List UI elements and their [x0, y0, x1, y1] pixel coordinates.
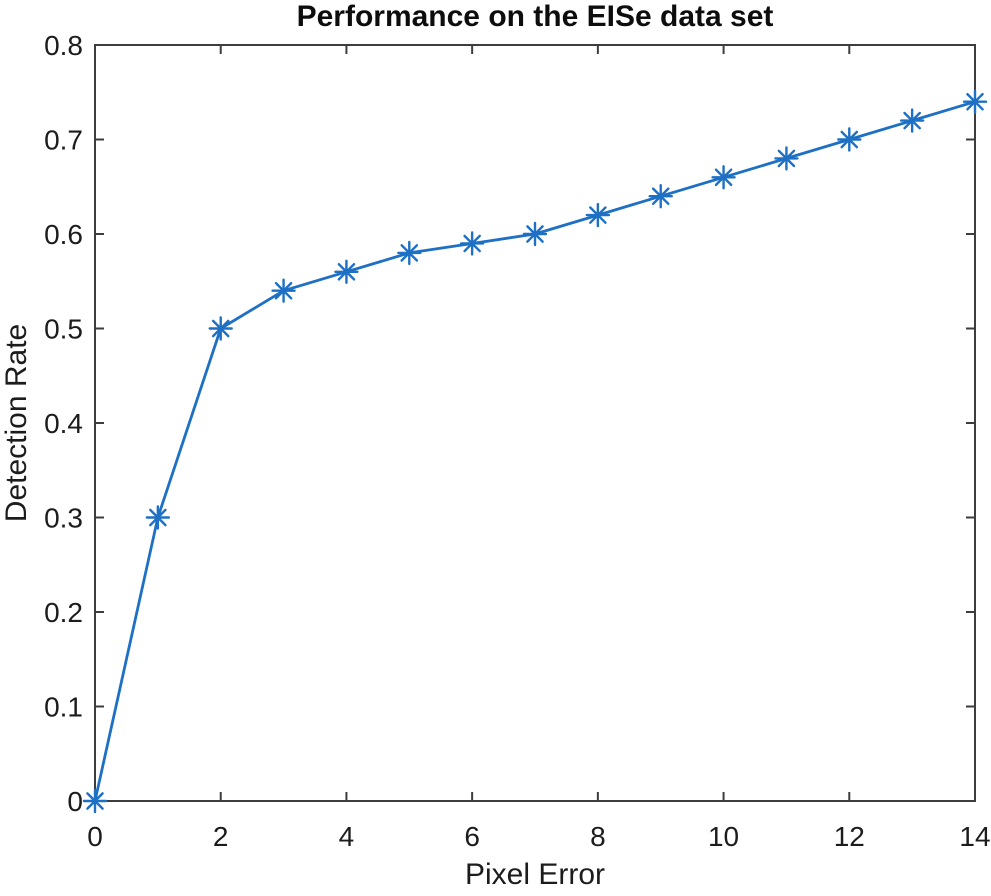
data-line — [93, 100, 976, 802]
marker-ray — [337, 263, 356, 281]
marker-ray — [526, 225, 544, 243]
data-point-marker — [837, 127, 862, 152]
marker-ray — [274, 281, 293, 300]
y-tick-label: 0.1 — [44, 692, 83, 723]
marker-ray — [400, 244, 419, 262]
marker-ray — [840, 130, 859, 149]
data-point-marker — [585, 202, 611, 228]
marker-ray — [211, 319, 230, 338]
data-point-marker — [271, 278, 296, 303]
y-tick-label: 0.7 — [44, 125, 83, 156]
x-tick-label: 4 — [339, 821, 355, 852]
x-tick-label: 12 — [834, 821, 865, 852]
data-point-marker — [334, 259, 359, 284]
chart-title: Performance on the EISe data set — [296, 0, 774, 33]
data-point-marker — [459, 231, 485, 256]
x-tick-label: 6 — [464, 821, 480, 852]
data-point-marker — [522, 221, 548, 247]
marker-ray — [589, 206, 607, 224]
marker-ray — [86, 792, 104, 810]
x-axis-label: Pixel Error — [464, 858, 606, 891]
y-tick-label: 0.2 — [44, 597, 83, 628]
data-point-marker — [899, 108, 925, 133]
marker-ray — [149, 508, 167, 527]
x-tick-label: 2 — [213, 821, 229, 852]
x-tick-label: 0 — [87, 821, 103, 852]
y-tick-label: 0.3 — [44, 503, 83, 534]
marker-ray — [463, 234, 481, 253]
y-tick-label: 0.8 — [44, 30, 83, 61]
y-tick-label: 0.6 — [44, 219, 83, 250]
plot-box — [94, 44, 976, 802]
data-point-marker — [208, 316, 233, 341]
marker-ray — [966, 92, 984, 111]
data-point-marker — [962, 89, 988, 114]
marker-ray — [651, 187, 670, 206]
x-tick-label: 10 — [708, 821, 739, 852]
x-tick-label: 8 — [590, 821, 606, 852]
data-point-marker — [145, 505, 171, 530]
x-tick-label: 14 — [959, 821, 990, 852]
y-tick-label: 0.5 — [44, 314, 83, 345]
marker-ray — [777, 149, 796, 168]
y-axis-label: Detection Rate — [0, 323, 33, 523]
y-tick-label: 0.4 — [44, 408, 83, 439]
data-point-marker — [774, 146, 799, 171]
data-point-marker — [648, 183, 673, 209]
y-tick-label: 0 — [67, 786, 83, 817]
data-point-marker — [82, 788, 108, 814]
data-point-marker — [711, 165, 736, 190]
data-point-marker — [397, 240, 422, 266]
marker-ray — [903, 111, 921, 130]
marker-ray — [714, 168, 733, 187]
